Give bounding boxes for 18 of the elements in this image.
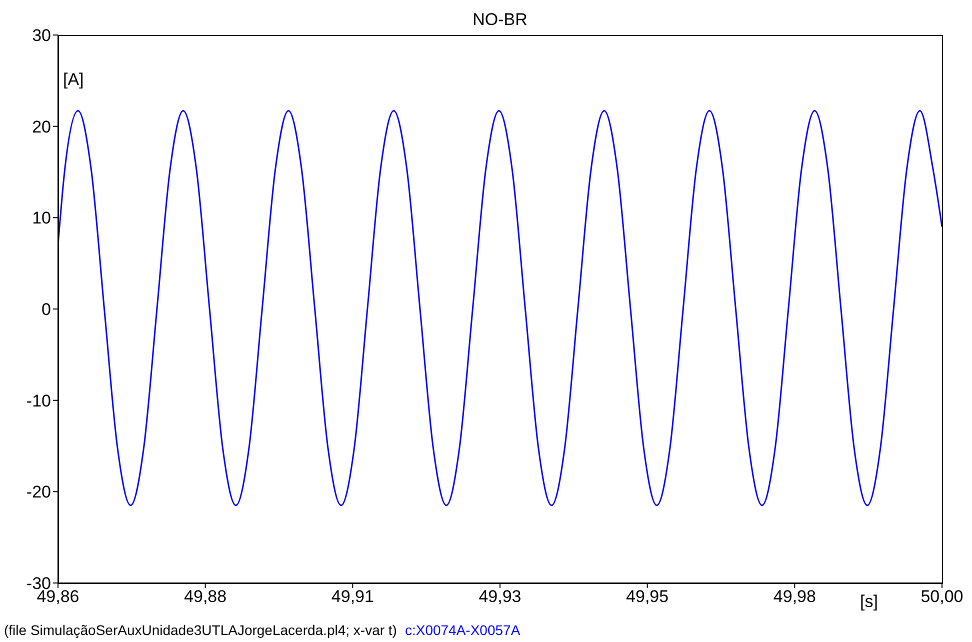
y-tick-label: 30 <box>32 26 51 46</box>
y-axis-title: [A] <box>63 70 84 90</box>
text: c:X0074A-X0057A <box>404 622 520 638</box>
x-tick-label: 49,88 <box>184 587 227 606</box>
x-tick-label: 49,91 <box>331 587 374 606</box>
line-series <box>58 110 942 506</box>
x-tick-label: 49,98 <box>773 587 816 606</box>
y-tick-label: 20 <box>32 117 51 136</box>
text: (file SimulaçãoSerAuxUnidade3UTLAJorgeLacerda.pl4; x-var t) <box>4 622 397 638</box>
y-tick-label: 10 <box>32 208 51 228</box>
x-axis-title: [s] <box>858 592 880 612</box>
y-tick-label: 0 <box>42 300 51 320</box>
x-tick-label: 49,95 <box>626 587 669 606</box>
x-tick-label: 49,93 <box>478 587 522 606</box>
y-tick-label: -20 <box>26 482 51 502</box>
y-tick-label: -10 <box>26 391 51 410</box>
chart-title: NO-BR <box>472 10 528 30</box>
x-tick-label: 50,00 <box>920 587 964 606</box>
